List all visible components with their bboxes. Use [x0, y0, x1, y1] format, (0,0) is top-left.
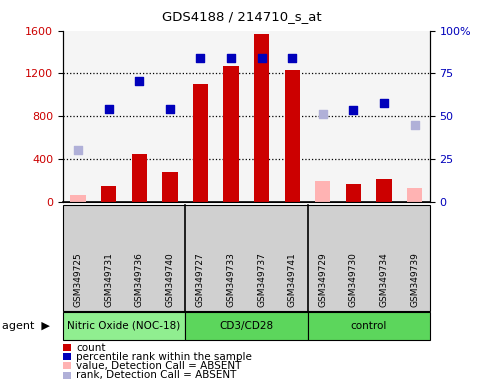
- Point: [319, 111, 327, 117]
- Text: GSM349736: GSM349736: [135, 252, 144, 307]
- Text: percentile rank within the sample: percentile rank within the sample: [76, 352, 252, 362]
- Bar: [315, 181, 330, 202]
- Bar: [346, 184, 361, 202]
- Text: GSM349734: GSM349734: [380, 252, 388, 307]
- Text: GSM349739: GSM349739: [410, 252, 419, 307]
- Text: GSM349733: GSM349733: [227, 252, 236, 307]
- Point: [411, 122, 418, 128]
- Text: GDS4188 / 214710_s_at: GDS4188 / 214710_s_at: [162, 10, 321, 23]
- Bar: [71, 195, 86, 202]
- Text: GSM349741: GSM349741: [288, 252, 297, 307]
- Text: GSM349731: GSM349731: [104, 252, 113, 307]
- Point: [135, 78, 143, 84]
- Point: [288, 55, 296, 61]
- Bar: [223, 66, 239, 202]
- Point: [74, 147, 82, 154]
- Point: [350, 107, 357, 113]
- Bar: [101, 185, 116, 202]
- Text: GSM349725: GSM349725: [73, 252, 83, 307]
- Point: [380, 100, 388, 106]
- Bar: [254, 35, 270, 202]
- Bar: [407, 188, 422, 202]
- Text: GSM349729: GSM349729: [318, 252, 327, 307]
- Point: [166, 106, 174, 112]
- Bar: [131, 154, 147, 202]
- Text: GSM349727: GSM349727: [196, 252, 205, 307]
- Text: GSM349737: GSM349737: [257, 252, 266, 307]
- Text: GSM349740: GSM349740: [165, 252, 174, 307]
- Point: [105, 106, 113, 112]
- Point: [258, 55, 266, 61]
- Bar: [376, 179, 392, 202]
- Text: CD3/CD28: CD3/CD28: [219, 321, 273, 331]
- Point: [227, 55, 235, 61]
- Text: rank, Detection Call = ABSENT: rank, Detection Call = ABSENT: [76, 370, 237, 380]
- Point: [197, 55, 204, 61]
- Text: Nitric Oxide (NOC-18): Nitric Oxide (NOC-18): [67, 321, 181, 331]
- Text: agent  ▶: agent ▶: [2, 321, 50, 331]
- Bar: [162, 172, 177, 202]
- Text: control: control: [351, 321, 387, 331]
- Text: value, Detection Call = ABSENT: value, Detection Call = ABSENT: [76, 361, 242, 371]
- Text: GSM349730: GSM349730: [349, 252, 358, 307]
- Text: count: count: [76, 343, 106, 353]
- Bar: [284, 70, 300, 202]
- Bar: [193, 84, 208, 202]
